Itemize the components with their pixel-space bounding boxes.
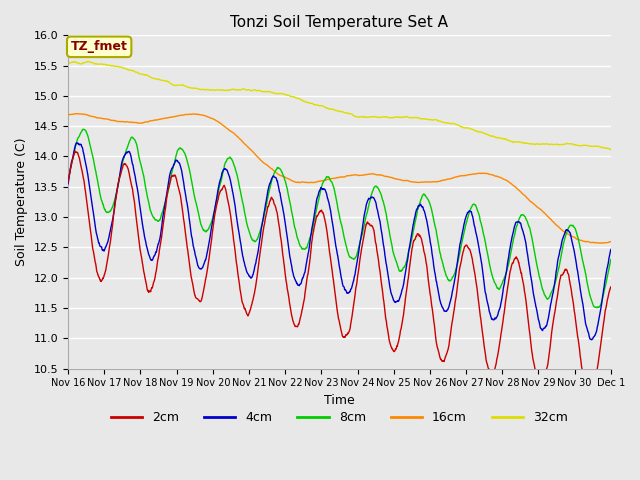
Line: 16cm: 16cm bbox=[68, 114, 611, 243]
8cm bbox=[186, 165, 193, 171]
16cm bbox=[64, 112, 72, 118]
8cm bbox=[593, 305, 601, 311]
4cm bbox=[607, 247, 614, 252]
Y-axis label: Soil Temperature (C): Soil Temperature (C) bbox=[15, 138, 28, 266]
Line: 32cm: 32cm bbox=[68, 61, 611, 150]
4cm bbox=[543, 323, 550, 328]
16cm bbox=[172, 113, 180, 119]
2cm bbox=[246, 308, 253, 314]
16cm bbox=[72, 111, 80, 117]
4cm bbox=[186, 216, 193, 221]
32cm bbox=[64, 60, 72, 66]
16cm bbox=[543, 213, 550, 218]
Text: TZ_fmet: TZ_fmet bbox=[71, 40, 127, 53]
16cm bbox=[607, 239, 614, 244]
4cm bbox=[588, 337, 595, 343]
16cm bbox=[424, 179, 432, 185]
Line: 4cm: 4cm bbox=[68, 143, 611, 340]
4cm bbox=[424, 224, 432, 230]
32cm bbox=[246, 87, 253, 93]
2cm bbox=[72, 148, 79, 154]
4cm bbox=[495, 308, 502, 314]
32cm bbox=[84, 59, 92, 64]
16cm bbox=[186, 111, 193, 117]
8cm bbox=[246, 231, 253, 237]
16cm bbox=[246, 146, 253, 152]
32cm bbox=[543, 141, 550, 147]
2cm bbox=[64, 179, 72, 184]
8cm bbox=[424, 196, 432, 202]
2cm bbox=[607, 284, 614, 290]
Title: Tonzi Soil Temperature Set A: Tonzi Soil Temperature Set A bbox=[230, 15, 449, 30]
Line: 8cm: 8cm bbox=[68, 129, 611, 308]
2cm bbox=[495, 345, 502, 351]
4cm bbox=[246, 274, 253, 279]
32cm bbox=[495, 135, 502, 141]
Line: 2cm: 2cm bbox=[68, 151, 611, 398]
X-axis label: Time: Time bbox=[324, 394, 355, 407]
2cm bbox=[424, 274, 432, 279]
32cm bbox=[607, 147, 614, 153]
4cm bbox=[73, 140, 81, 145]
8cm bbox=[79, 126, 87, 132]
32cm bbox=[424, 116, 432, 122]
8cm bbox=[64, 178, 72, 183]
2cm bbox=[543, 366, 550, 372]
4cm bbox=[64, 181, 72, 187]
8cm bbox=[607, 256, 614, 262]
2cm bbox=[172, 175, 180, 180]
8cm bbox=[543, 296, 550, 301]
16cm bbox=[495, 174, 502, 180]
Legend: 2cm, 4cm, 8cm, 16cm, 32cm: 2cm, 4cm, 8cm, 16cm, 32cm bbox=[106, 406, 573, 429]
2cm bbox=[186, 258, 193, 264]
8cm bbox=[172, 153, 180, 159]
16cm bbox=[596, 240, 604, 246]
2cm bbox=[585, 396, 593, 401]
8cm bbox=[495, 286, 502, 292]
32cm bbox=[172, 83, 180, 88]
4cm bbox=[172, 157, 180, 163]
32cm bbox=[186, 85, 193, 91]
